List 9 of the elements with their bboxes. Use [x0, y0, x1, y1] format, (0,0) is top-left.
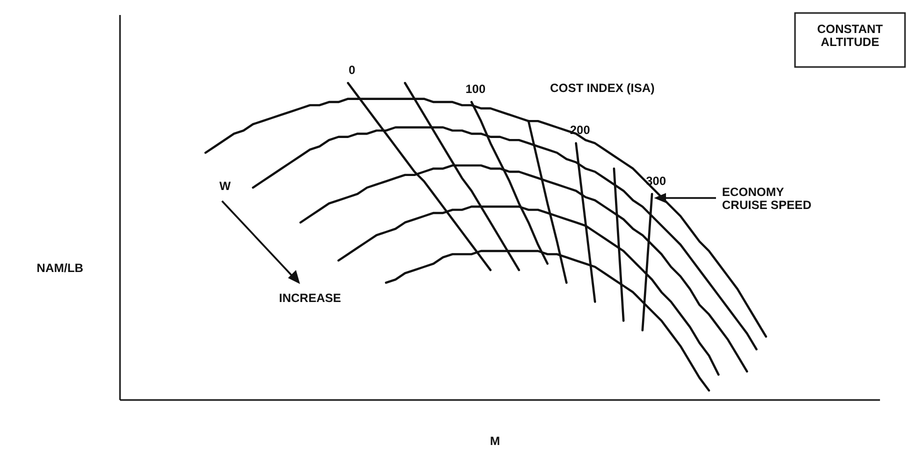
y-axis-title: NAM/LB: [36, 261, 84, 275]
annotation: COST INDEX (ISA): [550, 81, 655, 95]
annotation: W: [219, 179, 232, 193]
x-axis-title: M: [490, 434, 500, 448]
annotation: INCREASE: [278, 291, 342, 305]
text: CONSTANT ALTITUDE: [817, 22, 884, 49]
series-label: 100: [465, 82, 486, 96]
series-label: 0: [348, 63, 356, 77]
annotation: ECONOMY CRUISE SPEED: [722, 185, 812, 212]
